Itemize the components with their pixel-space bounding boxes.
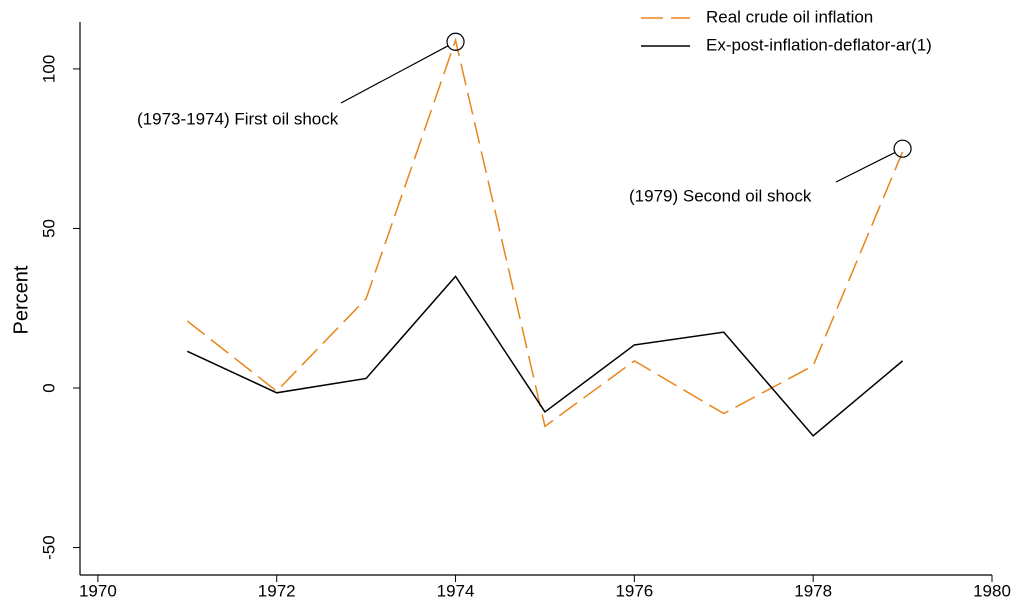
y-tick-label: -50: [39, 535, 58, 560]
y-tick-label: 50: [39, 219, 58, 238]
annotation-line: [835, 151, 896, 183]
annotation-marker: [446, 32, 465, 51]
annotation-line: [340, 45, 449, 104]
y-tick-label: 0: [39, 383, 58, 392]
x-tick-label: 1974: [437, 581, 475, 600]
legend-label: Real crude oil inflation: [706, 7, 873, 26]
x-tick-label: 1972: [258, 581, 296, 600]
x-tick-label: 1978: [794, 581, 832, 600]
series-line: [186, 37, 904, 428]
x-tick-label: 1970: [79, 581, 117, 600]
x-tick-label: 1980: [973, 581, 1011, 600]
y-tick-label: 100: [39, 55, 58, 83]
series-line: [186, 275, 904, 437]
annotation-text: (1973-1974) First oil shock: [137, 109, 339, 128]
legend-label: Ex-post-inflation-deflator-ar(1): [706, 35, 932, 54]
x-tick-label: 1976: [615, 581, 653, 600]
annotation-marker: [893, 139, 912, 158]
annotation-text: (1979) Second oil shock: [629, 186, 812, 205]
y-axis-label: Percent: [10, 265, 32, 334]
